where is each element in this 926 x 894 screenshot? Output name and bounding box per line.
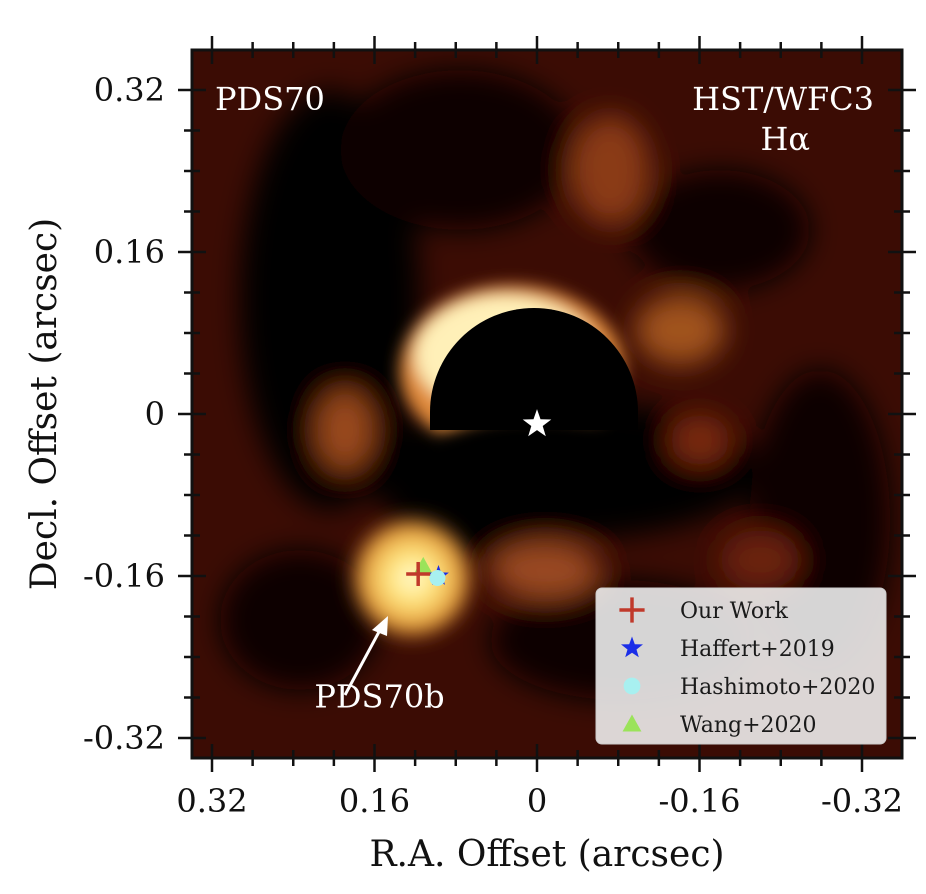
chart-title: PDS70	[215, 80, 325, 118]
y-axis-title: Decl. Offset (arcsec)	[24, 218, 65, 590]
filter-label: Hα	[760, 120, 810, 158]
y-tick-label: 0.16	[94, 233, 165, 271]
position-markers	[406, 556, 449, 587]
x-tick-label: 0.16	[339, 782, 410, 820]
marker-hashimoto-2020	[623, 677, 641, 695]
x-tick-labels: 0.32 0.16 0 -0.16 -0.32	[176, 782, 903, 820]
host-star-marker	[522, 409, 552, 437]
x-tick-label: -0.32	[821, 782, 903, 820]
x-tick-label: 0	[527, 782, 547, 820]
y-tick-label: -0.32	[83, 719, 165, 757]
legend: Our Work Haffert+2019 Hashimoto+2020 Wang+2…	[595, 587, 887, 745]
y-tick-label: 0.32	[94, 71, 165, 109]
x-axis-title: R.A. Offset (arcsec)	[369, 834, 724, 875]
y-tick-labels: 0.32 0.16 0 -0.16 -0.32	[83, 71, 165, 757]
legend-label: Hashimoto+2020	[680, 675, 875, 700]
planet-arrow	[343, 616, 388, 696]
x-tick-label: 0.32	[176, 782, 247, 820]
instrument-label: HST/WFC3	[692, 80, 874, 118]
planet-label: PDS70b	[314, 678, 444, 716]
y-tick-label: 0	[145, 395, 165, 433]
marker-wang-2020	[622, 714, 642, 732]
legend-label: Wang+2020	[680, 713, 817, 738]
y-tick-label: -0.16	[83, 557, 165, 595]
axis-ticks	[178, 36, 916, 772]
marker-our-work	[619, 597, 645, 623]
x-tick-label: -0.16	[658, 782, 740, 820]
legend-label: Our Work	[680, 599, 789, 624]
marker-our-work	[406, 561, 431, 586]
marker-haffert-2019	[621, 636, 643, 658]
marker-hashimoto-2020	[429, 570, 446, 587]
legend-label: Haffert+2019	[680, 637, 835, 662]
plot-frame	[190, 48, 904, 760]
